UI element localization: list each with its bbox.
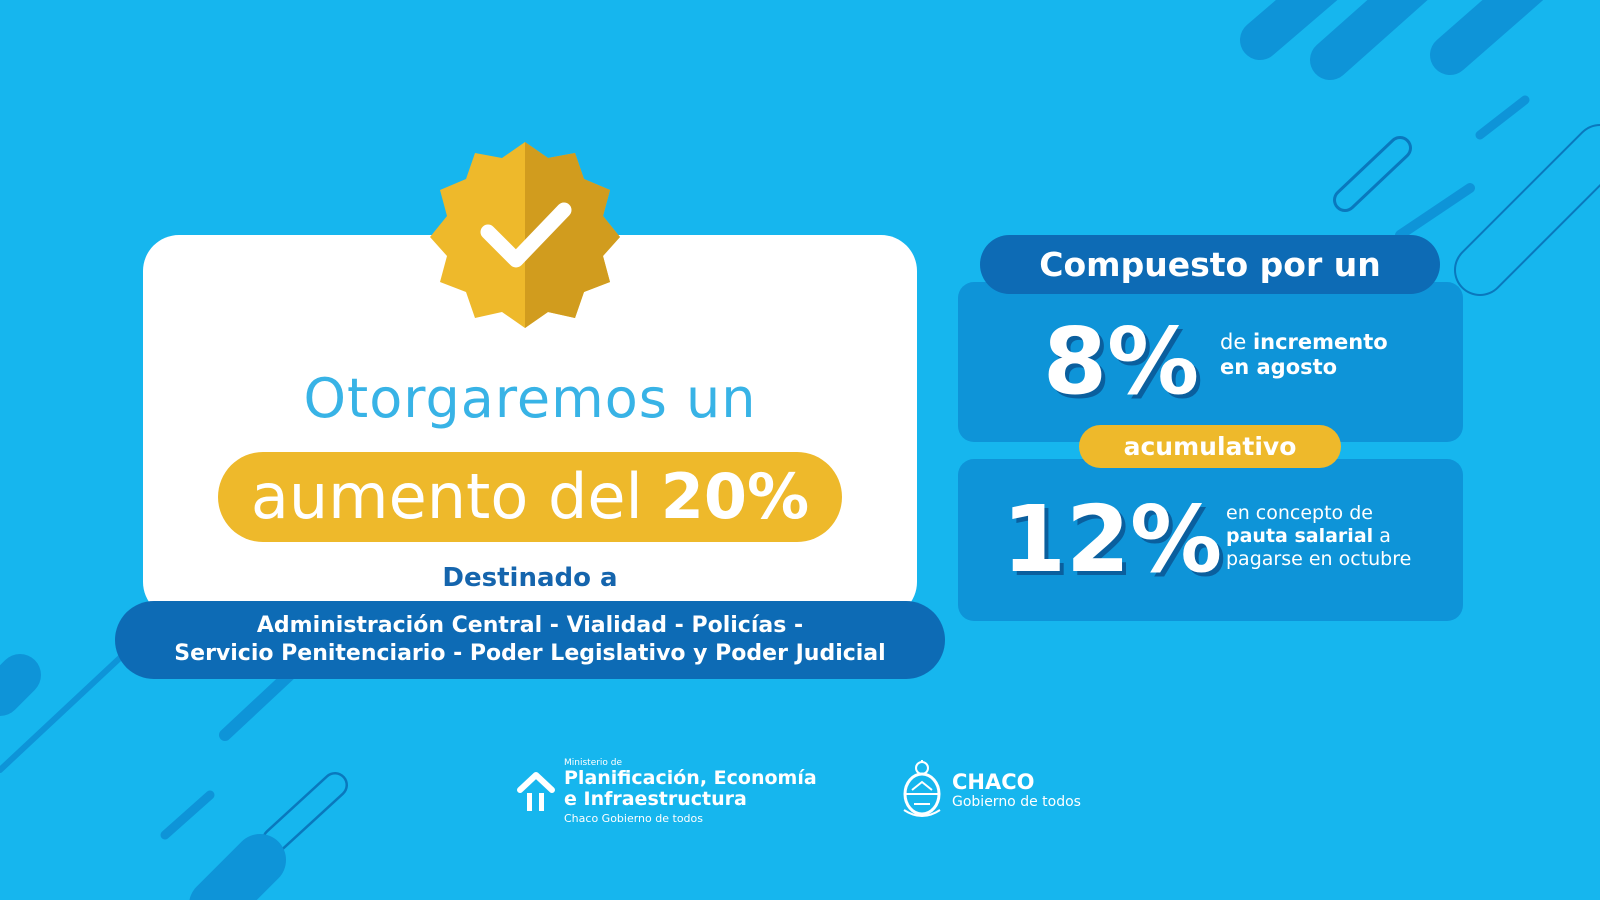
destinado-label: Destinado a bbox=[442, 563, 618, 593]
first-increment-box bbox=[958, 282, 1463, 442]
second-desc-line3: pagarse en octubre bbox=[1226, 548, 1412, 570]
second-increment-box bbox=[958, 459, 1463, 621]
second-desc-after: a bbox=[1379, 525, 1391, 547]
ministry-small-label: Ministerio de bbox=[564, 758, 623, 768]
increase-percentage: 20% bbox=[660, 460, 810, 533]
first-desc-line2: en agosto bbox=[1220, 355, 1338, 379]
first-increment-description: de incremento en agosto bbox=[1220, 330, 1388, 380]
check-badge-icon bbox=[430, 142, 620, 328]
sectors-line-1: Administración Central - Vialidad - Poli… bbox=[256, 613, 804, 638]
ministry-name: Planificación, Economía e Infraestructur… bbox=[564, 768, 817, 810]
sectors-line-2: Servicio Penitenciario - Poder Legislati… bbox=[174, 641, 886, 666]
second-desc-bold: pauta salarial bbox=[1226, 525, 1374, 547]
chaco-name: CHACO bbox=[952, 770, 1035, 794]
second-increment-description: en concepto de pauta salarial a pagarse … bbox=[1226, 502, 1411, 571]
ministry-subtitle: Chaco Gobierno de todos bbox=[564, 812, 703, 825]
crest-icon bbox=[903, 760, 941, 817]
increase-pill: aumento del 20% bbox=[218, 452, 842, 542]
acumulativo-pill: acumulativo bbox=[1079, 425, 1341, 468]
increase-text: aumento del bbox=[250, 460, 643, 533]
compuesto-label: Compuesto por un bbox=[980, 235, 1440, 294]
sectors-pill: Administración Central - Vialidad - Poli… bbox=[115, 601, 945, 679]
ministry-logo: Ministerio de Planificación, Economía e … bbox=[517, 757, 837, 827]
house-icon bbox=[517, 772, 555, 811]
ministry-name-line2: e Infraestructura bbox=[564, 788, 747, 810]
first-increment-value: 8% bbox=[1043, 308, 1200, 415]
second-desc-line1: en concepto de bbox=[1226, 502, 1373, 524]
headline: Otorgaremos un bbox=[303, 367, 757, 430]
chaco-logo: CHACO Gobierno de todos bbox=[900, 758, 1120, 824]
chaco-subtitle: Gobierno de todos bbox=[952, 794, 1081, 810]
first-desc-bold: incremento bbox=[1252, 330, 1388, 354]
second-increment-value: 12% bbox=[1002, 486, 1223, 593]
ministry-name-line1: Planificación, Economía bbox=[564, 767, 817, 789]
first-desc-prefix: de bbox=[1220, 330, 1247, 354]
